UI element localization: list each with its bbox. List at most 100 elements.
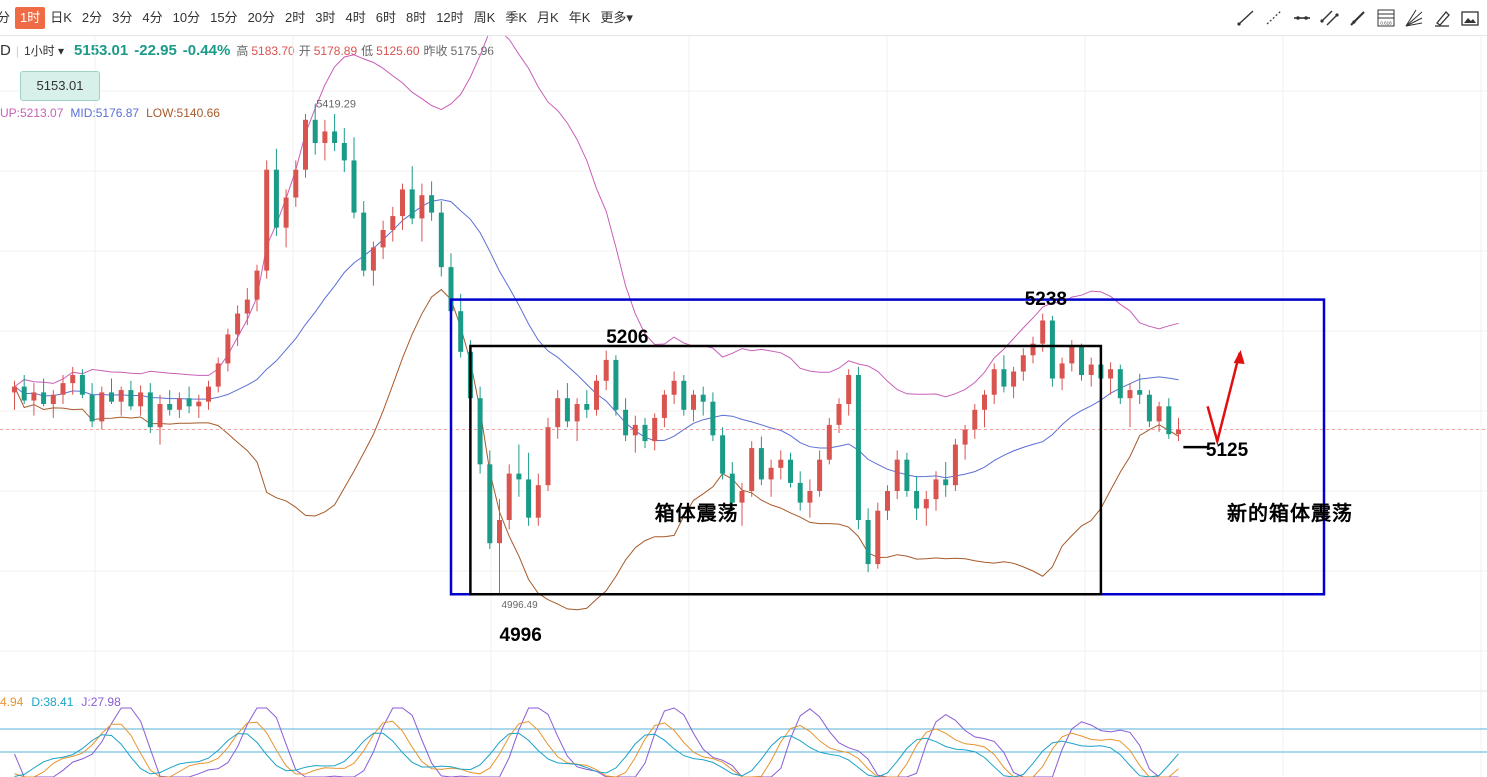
- candle-body: [661, 394, 667, 418]
- period-tab-0[interactable]: 分: [0, 10, 11, 25]
- image-icon[interactable]: [1459, 8, 1481, 28]
- candlestick-chart[interactable]: 5419.29 4996.49 5206 4996 5238 5125 箱体震荡 新的箱体震荡: [0, 36, 1487, 777]
- candle-body: [574, 404, 580, 422]
- candle-body: [584, 404, 590, 410]
- candle-body: [128, 390, 134, 407]
- candle-body: [1127, 390, 1133, 399]
- pen-line-icon[interactable]: [1347, 8, 1369, 28]
- period-tab-2[interactable]: 日K: [50, 10, 72, 25]
- candle-body: [826, 424, 832, 460]
- candle-body: [31, 392, 37, 401]
- chart-annotation: 5238: [1025, 289, 1067, 310]
- last-price: 5153.01: [74, 42, 129, 59]
- candle-body: [710, 401, 716, 436]
- period-tab-9[interactable]: 2时: [285, 10, 306, 25]
- fibonacci-icon[interactable]: 0.618: [1375, 8, 1397, 28]
- candle-body: [235, 313, 241, 335]
- period-tab-11[interactable]: 4时: [345, 10, 366, 25]
- period-tab-19[interactable]: 更多▾: [600, 10, 633, 25]
- chart-annotation: 5206: [606, 327, 648, 348]
- period-tab-6[interactable]: 10分: [172, 10, 201, 25]
- line-segment-icon[interactable]: [1235, 8, 1257, 28]
- candle-body: [225, 334, 231, 364]
- period-tab-13[interactable]: 8时: [405, 10, 427, 25]
- candle-body: [79, 375, 85, 395]
- candle-body: [817, 459, 823, 491]
- candle-body: [642, 424, 648, 442]
- candle-body: [60, 383, 66, 395]
- candle-body: [952, 444, 958, 486]
- current-price-box[interactable]: 5153.01: [20, 71, 100, 101]
- period-tab-10[interactable]: 3时: [315, 10, 336, 25]
- candle-body: [914, 491, 920, 509]
- candle-body: [1176, 429, 1181, 435]
- candle-body: [885, 491, 890, 511]
- candle-body: [807, 491, 813, 503]
- interval-select[interactable]: 1小时 ▾: [23, 44, 65, 58]
- candle-body: [603, 359, 609, 381]
- period-tab-3[interactable]: 2分: [81, 10, 103, 25]
- candle-body: [797, 482, 803, 503]
- candle-body: [157, 404, 163, 428]
- candle-body: [545, 427, 551, 486]
- kdj-k-line: [14, 720, 1179, 777]
- kdj-j-value: J:27.98: [81, 695, 121, 709]
- parallel-line-icon[interactable]: [1319, 8, 1341, 28]
- candle-body: [516, 473, 522, 480]
- candle-body: [555, 398, 561, 428]
- period-tab-12[interactable]: 6时: [375, 10, 396, 25]
- period-tab-7[interactable]: 15分: [210, 10, 238, 25]
- candle-body: [118, 390, 124, 402]
- candle-body: [894, 459, 900, 491]
- period-tab-15[interactable]: 周K: [473, 10, 496, 25]
- prev-close-label: 昨收: [423, 44, 448, 58]
- period-tab-14[interactable]: 12时: [436, 10, 464, 25]
- chart-annotation: 箱体震荡: [655, 501, 739, 525]
- period-tab-16[interactable]: 季K: [505, 10, 528, 25]
- candle-body: [526, 479, 532, 518]
- candle-body: [720, 435, 726, 474]
- candle-body: [264, 169, 270, 271]
- candle-body: [176, 398, 182, 410]
- drawing-tools: 0.618: [1229, 8, 1481, 28]
- candle-body: [322, 131, 328, 143]
- period-tab-1[interactable]: 1时: [15, 7, 46, 29]
- boll-middle-band: [14, 199, 1179, 479]
- candle-body: [186, 398, 192, 407]
- period-tab-4[interactable]: 3分: [112, 10, 133, 25]
- candle-body: [904, 459, 910, 491]
- candle-body: [1108, 369, 1114, 379]
- boll-up-value: UP:5213.07: [0, 106, 64, 120]
- candle-body: [749, 448, 755, 491]
- horizontal-line-icon[interactable]: [1291, 8, 1313, 28]
- candle-body: [390, 216, 396, 230]
- candle-body: [652, 417, 658, 442]
- candle-body: [206, 386, 211, 402]
- ray-line-icon[interactable]: [1263, 8, 1285, 28]
- candle-body: [167, 404, 173, 410]
- candle-body: [196, 401, 202, 407]
- candle-body: [739, 491, 745, 503]
- candle-body: [244, 299, 250, 314]
- period-toolbar: 分 1时 日K 2分 3分 4分 10分 15分 20分 2时 3时 4时 6时 8时 12时 周K 季K 月K 年…: [0, 0, 1487, 36]
- period-tab-18[interactable]: 年K: [568, 10, 591, 25]
- candle-body: [21, 386, 27, 401]
- chart-annotation: 5419.29: [316, 99, 356, 111]
- candle-body: [923, 499, 929, 509]
- range-box-inner: [469, 344, 1103, 596]
- candle-body: [962, 429, 968, 445]
- period-tab-8[interactable]: 20分: [247, 10, 276, 25]
- period-tab-17[interactable]: 月K: [537, 10, 559, 25]
- candle-body: [400, 189, 405, 217]
- candle-body: [273, 169, 279, 228]
- brush-icon[interactable]: [1431, 8, 1453, 28]
- svg-text:0.618: 0.618: [1380, 21, 1392, 26]
- candle-body: [1020, 355, 1026, 372]
- arrow-head: [1233, 349, 1245, 364]
- candle-body: [768, 467, 774, 480]
- gann-fan-icon[interactable]: [1403, 8, 1425, 28]
- candle-body: [933, 479, 939, 500]
- period-tab-5[interactable]: 4分: [142, 10, 163, 25]
- forecast-arrow: [1206, 352, 1241, 446]
- candle-body: [613, 359, 619, 410]
